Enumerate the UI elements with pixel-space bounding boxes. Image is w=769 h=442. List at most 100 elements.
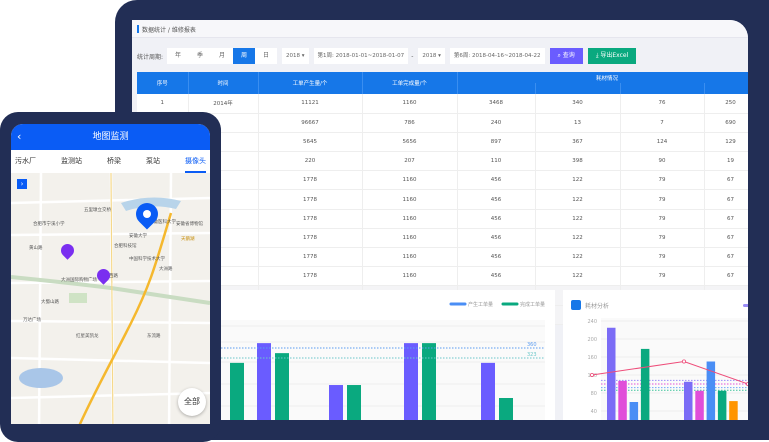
query-button[interactable]: ⌕ 查询: [549, 48, 583, 64]
table-cell: 13: [535, 113, 621, 133]
period-selector[interactable]: 年 季 月周日: [167, 48, 278, 64]
table-cell: 220: [258, 151, 363, 172]
table-cell: 1160: [362, 170, 458, 191]
phone-frame: ‹ 地图监测 污水厂 监测站 桥梁 泵站 摄像头 五里墩立交桥 安徽医科大学 合肥市宁溪…: [0, 112, 221, 442]
bar: [275, 353, 289, 420]
table-row: 220 207 110 398 90 19: [137, 151, 748, 172]
tab-0[interactable]: 污水厂: [15, 157, 36, 165]
map-label: 中国科学技术大学: [129, 257, 165, 262]
table-cell: 67: [704, 247, 748, 268]
table-cell: 67: [704, 266, 748, 287]
map-label: 天鹅湖: [181, 237, 195, 242]
table-cell: 897: [457, 132, 536, 153]
tab-3[interactable]: 泵站: [146, 157, 160, 165]
col-header: 序号: [137, 72, 189, 94]
table-cell: 11121: [258, 94, 363, 114]
map-label: 五里墩立交桥: [84, 208, 111, 213]
show-all-button[interactable]: 全部: [178, 388, 206, 416]
filter-bar: 统计周期: 年 季 月周日 2018 ▾ 第1周: 2018-01-01~2018-…: [132, 47, 637, 65]
col-header: 时间: [188, 72, 259, 94]
table-row: 1 2014年 11121 1160 3468 340 76 250: [137, 94, 748, 114]
table-row: 96667 786 240 13 7 690: [137, 113, 748, 133]
table-row: 1778 1160 456 122 79 67: [137, 170, 748, 191]
legend-swatch: [743, 304, 748, 307]
year-end-select[interactable]: 2018 ▾: [418, 48, 445, 64]
map-label: 大洲路: [159, 267, 173, 272]
table-cell: 90: [620, 151, 705, 172]
table-cell: 1160: [362, 228, 458, 249]
map-label: 安徽大学: [129, 234, 147, 239]
filter-label: 统计周期:: [137, 53, 164, 61]
tab-4[interactable]: 摄像头: [185, 150, 206, 173]
table-cell: 1778: [258, 209, 363, 229]
period-1[interactable]: 季: [197, 52, 204, 59]
consumables-chart-panel: 耗材分析2402001601208040: [563, 290, 748, 420]
bar: [347, 385, 361, 420]
table-cell: 1: [137, 94, 189, 114]
bar: [329, 385, 343, 420]
table-cell: 456: [457, 228, 536, 249]
search-icon: ⌕: [557, 52, 563, 59]
year-start-select[interactable]: 2018 ▾: [282, 48, 309, 64]
work-order-chart-panel: 产生工单量 完成工单量 360 323: [215, 290, 555, 420]
tab-2[interactable]: 桥梁: [107, 157, 121, 165]
table-cell: 76: [620, 94, 705, 114]
download-icon: ⤓: [595, 52, 601, 59]
table-row: 1778 1160 456 122 79 67: [137, 266, 748, 287]
map-label: 大蜀山路: [41, 300, 59, 305]
table-cell: 129: [704, 132, 748, 153]
consumables-chart: 耗材分析2402001601208040: [571, 300, 748, 420]
report-table: 序号 时间 工单产生量/个 工单完成量/个 耗材情况 1 2014年 11121 1160 34…: [137, 72, 748, 325]
map-label: 安徽医科大学: [149, 220, 176, 225]
category-tabs: 污水厂 监测站 桥梁 泵站 摄像头: [11, 150, 210, 173]
table-row: 1778 1160 456 122 79 67: [137, 209, 748, 229]
map[interactable]: 五里墩立交桥 安徽医科大学 合肥市宁溪小学 安徽大学 黄山路 合肥科技馆 中国科…: [11, 172, 210, 424]
table-cell: 79: [620, 228, 705, 249]
table-row: 1778 1160 456 122 79 67: [137, 247, 748, 268]
table-cell: 122: [535, 209, 621, 229]
table-cell: 67: [704, 189, 748, 210]
table-cell: 79: [620, 266, 705, 287]
table-cell: 240: [457, 113, 536, 133]
breadcrumb: 数据统计 / 维修报表: [132, 20, 748, 38]
table-cell: 398: [535, 151, 621, 172]
tab-1[interactable]: 监测站: [61, 157, 82, 165]
table-cell: 1778: [258, 247, 363, 268]
map-label: 红星美凯龙: [76, 334, 99, 339]
table-cell: 340: [535, 94, 621, 114]
period-4[interactable]: 日: [263, 52, 270, 59]
table-cell: 67: [704, 228, 748, 249]
table-cell: 1160: [362, 266, 458, 287]
table-cell: 2014年: [188, 94, 259, 114]
table-cell: 79: [620, 247, 705, 268]
chart-title: 耗材分析: [585, 302, 609, 310]
table-cell: 110: [457, 151, 536, 172]
bar: [422, 343, 436, 420]
table-cell: 79: [620, 209, 705, 229]
table-cell: 456: [457, 189, 536, 210]
table-cell: 96667: [258, 113, 363, 133]
week-start-select[interactable]: 第1周: 2018-01-01~2018-01-07: [313, 48, 409, 64]
table-row: 1778 1160 456 122 79 67: [137, 189, 748, 210]
bar: [629, 402, 639, 420]
week-end-select[interactable]: 第6周: 2018-04-16~2018-04-22: [449, 48, 545, 64]
back-arrow-icon[interactable]: ‹: [17, 130, 22, 143]
y-tick-label: 240: [587, 319, 597, 325]
expand-panel-button[interactable]: ›: [17, 179, 27, 189]
table-cell: 1160: [362, 247, 458, 268]
period-3[interactable]: 周: [233, 48, 256, 64]
period-2[interactable]: 月: [219, 52, 226, 59]
table-cell: 207: [362, 151, 458, 172]
table-cell: 1778: [258, 266, 363, 287]
table-cell: 19: [704, 151, 748, 172]
period-0[interactable]: 年: [175, 52, 182, 59]
bar: [729, 401, 738, 420]
table-cell: 67: [704, 170, 748, 191]
y-tick-label: 40: [591, 409, 597, 415]
y-tick-label: 160: [587, 355, 597, 361]
bar: [481, 362, 495, 420]
group-header: 耗材情况: [457, 72, 748, 83]
phone-title: 地图监测: [92, 132, 129, 142]
map-roads: [11, 172, 210, 424]
export-excel-button[interactable]: ⤓ 导出Excel: [587, 48, 637, 64]
